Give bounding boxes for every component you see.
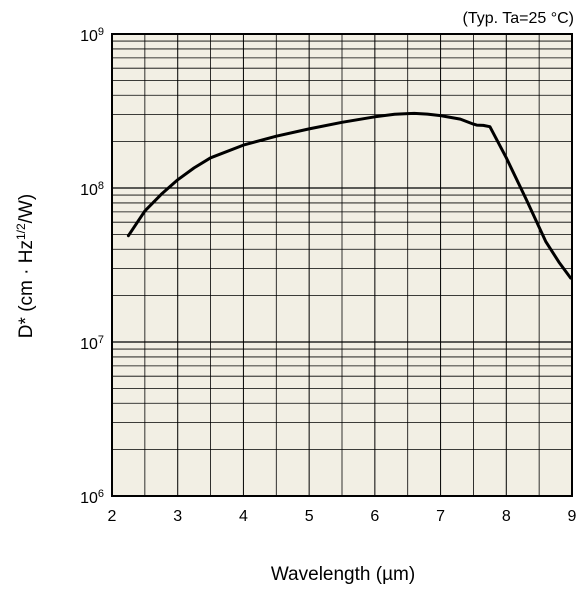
plot-frame xyxy=(111,33,573,497)
x-tick-label-6: 6 xyxy=(370,508,379,525)
y-tick-base: 10 xyxy=(80,28,98,45)
condition-annotation: (Typ. Ta=25 °C) xyxy=(463,10,574,27)
y-tick-base: 10 xyxy=(80,336,98,353)
y-axis-label-suffix: /W) xyxy=(16,194,37,224)
y-tick-base: 10 xyxy=(80,490,98,507)
y-tick-label-6: 106 xyxy=(80,488,104,507)
y-tick-exponent: 7 xyxy=(98,334,104,346)
y-axis-label: D* (cm · Hz1/2/W) xyxy=(14,194,37,338)
y-tick-label-8: 108 xyxy=(80,180,104,199)
y-tick-label-7: 107 xyxy=(80,334,104,353)
y-axis-label-prefix: D* (cm · Hz xyxy=(16,240,37,338)
y-tick-exponent: 9 xyxy=(98,26,104,38)
series-layer xyxy=(126,111,573,280)
x-axis-ticks: 2 3 4 5 6 7 8 9 xyxy=(108,508,577,525)
x-tick-label-7: 7 xyxy=(436,508,445,525)
x-axis-label: Wavelength (µm) xyxy=(271,564,415,585)
x-tick-label-5: 5 xyxy=(305,508,314,525)
y-axis-label-exponent: 1/2 xyxy=(14,223,28,240)
y-tick-base: 10 xyxy=(80,182,98,199)
y-tick-label-9: 109 xyxy=(80,26,104,45)
x-tick-label-8: 8 xyxy=(502,508,511,525)
x-tick-label-4: 4 xyxy=(239,508,248,525)
y-tick-exponent: 8 xyxy=(98,180,104,192)
x-tick-label-3: 3 xyxy=(173,508,182,525)
x-tick-label-9: 9 xyxy=(568,508,577,525)
y-tick-exponent: 6 xyxy=(98,488,104,500)
x-tick-label-2: 2 xyxy=(108,508,117,525)
grid xyxy=(111,33,573,497)
series-line-0 xyxy=(126,111,573,280)
